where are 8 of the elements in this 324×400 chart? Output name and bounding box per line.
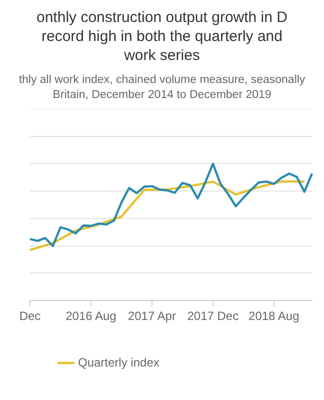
x-tick-label: 2017 Dec <box>187 309 239 324</box>
x-tick-label: Dec <box>19 309 41 324</box>
x-tick-label: 2016 Aug <box>66 309 116 324</box>
legend-label: Quarterly index <box>78 355 160 370</box>
chart-title: onthly construction output growth in D record high in both the quarterly and work series <box>36 8 288 65</box>
x-tick-label: 2017 Apr <box>128 309 176 324</box>
x-tick-label: 2018 Aug <box>248 309 300 324</box>
chart-subtitle: thly all work index, chained volume measure, seasonally Britain, December 2014 to December 2019 <box>18 73 306 103</box>
